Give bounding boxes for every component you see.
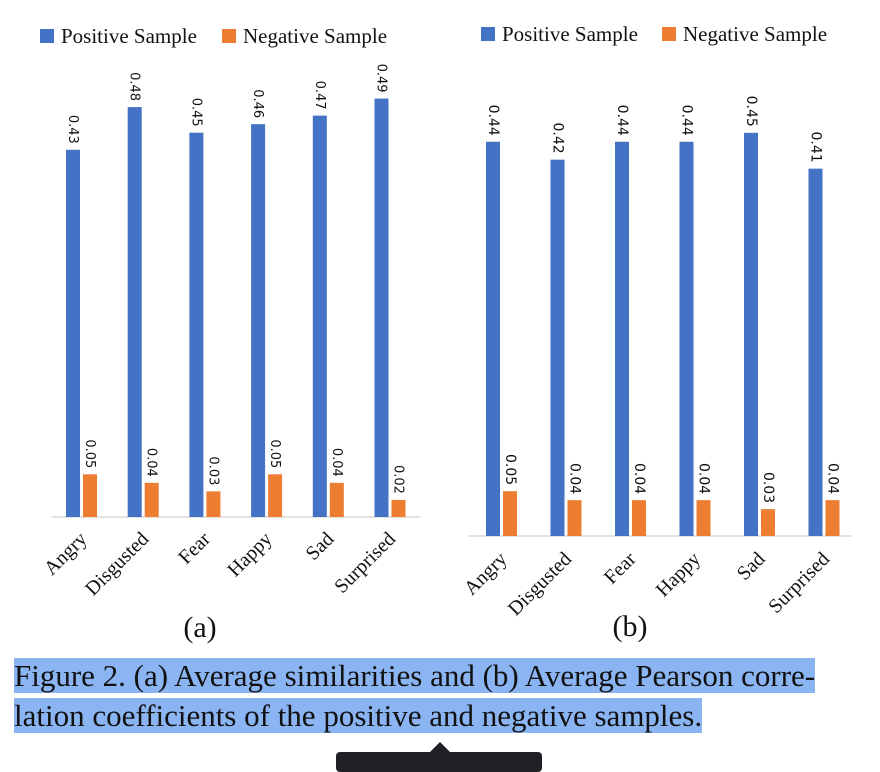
- chart-1-bar-negative-disgusted: [567, 500, 582, 536]
- caption-line-2: lation coefficients of the positive and …: [14, 698, 703, 733]
- chart-1-bar-positive-disgusted: [550, 159, 565, 536]
- chart-1-category-label-disgusted: Disgusted: [504, 548, 576, 620]
- chart-0-bar-negative-disgusted: [144, 482, 159, 517]
- chart-0-legend-label-positive: Positive Sample: [61, 24, 197, 48]
- chart-1-data-label-positive-angry: 0.44: [485, 105, 501, 136]
- chart-1-bar-negative-surprised: [825, 500, 840, 536]
- chart-0-data-label-negative-angry: 0.05: [82, 439, 97, 468]
- chart-1-bar-negative-fear: [632, 500, 646, 536]
- chart-1-bar-negative-angry: [503, 491, 517, 536]
- chart-0-data-label-positive-surprised: 0.49: [374, 64, 389, 93]
- chart-1-bar-positive-sad: [744, 132, 758, 537]
- chart-1-data-label-negative-disgusted: 0.04: [567, 463, 583, 494]
- chart-1-data-label-positive-fear: 0.44: [614, 105, 630, 136]
- chart-1-category-label-angry: Angry: [460, 548, 512, 600]
- chart-1-legend-swatch-negative: [662, 27, 676, 41]
- selection-tooltip: [336, 752, 542, 772]
- chart-1-bar-negative-sad: [761, 509, 775, 536]
- chart-0-data-label-negative-happy: 0.05: [267, 439, 282, 468]
- chart-0-legend-label-negative: Negative Sample: [243, 24, 387, 48]
- chart-0-data-label-positive-happy: 0.46: [250, 89, 265, 118]
- chart-0-bar-negative-happy: [268, 474, 283, 517]
- chart-0-category-label-fear: Fear: [174, 528, 215, 569]
- chart-0-data-label-negative-sad: 0.04: [329, 448, 344, 477]
- chart-0-legend-swatch-positive: [40, 29, 54, 43]
- chart-0-panel-label: (a): [183, 611, 216, 644]
- chart-1-data-label-positive-surprised: 0.41: [808, 131, 824, 162]
- chart-0-data-label-positive-sad: 0.47: [312, 81, 327, 110]
- chart-1-data-label-positive-happy: 0.44: [679, 105, 695, 136]
- chart-0-data-label-negative-fear: 0.03: [205, 456, 220, 485]
- chart-1-bar-negative-happy: [696, 500, 711, 536]
- chart-0-data-label-negative-surprised: 0.02: [391, 465, 406, 494]
- tooltip-arrow: [430, 742, 450, 752]
- chart-0-bar-negative-surprised: [391, 499, 406, 517]
- chart-0-bar-negative-sad: [329, 482, 344, 517]
- chart-0-category-label-disgusted: Disgusted: [81, 528, 153, 600]
- chart-0-bar-negative-fear: [206, 491, 221, 517]
- chart-0-legend-swatch-negative: [222, 29, 236, 43]
- chart-1-category-label-happy: Happy: [652, 548, 705, 601]
- chart-1-data-label-negative-fear: 0.04: [631, 463, 647, 494]
- chart-1-bar-positive-happy: [679, 141, 694, 536]
- chart-0-bar-positive-fear: [189, 132, 204, 517]
- chart-1-data-label-negative-angry: 0.05: [502, 454, 518, 485]
- chart-1-legend-label-positive: Positive Sample: [502, 22, 638, 46]
- chart-0-data-label-positive-disgusted: 0.48: [127, 72, 142, 101]
- chart-1-bar-positive-angry: [486, 141, 500, 536]
- chart-0-category-label-surprised: Surprised: [330, 528, 400, 598]
- chart-1-data-label-negative-happy: 0.04: [696, 463, 712, 494]
- chart-1-legend-label-negative: Negative Sample: [683, 22, 827, 46]
- chart-0-bar-positive-disgusted: [127, 107, 142, 517]
- chart-0-bar-positive-angry: [66, 149, 80, 517]
- chart-1-legend-swatch-positive: [481, 27, 495, 41]
- chart-0-data-label-negative-disgusted: 0.04: [144, 448, 159, 477]
- chart-1-bar-positive-fear: [615, 141, 629, 536]
- chart-0-category-label-happy: Happy: [223, 528, 276, 581]
- chart-1-data-label-positive-sad: 0.45: [743, 96, 759, 127]
- chart-1-category-label-fear: Fear: [600, 548, 641, 589]
- chart-1-category-label-sad: Sad: [733, 548, 770, 585]
- chart-0-data-label-positive-fear: 0.45: [188, 98, 203, 127]
- chart-0-bar-negative-angry: [83, 474, 97, 517]
- chart-0-category-label-angry: Angry: [40, 528, 92, 580]
- chart-0-data-label-positive-angry: 0.43: [65, 115, 80, 144]
- caption-line-1: Figure 2. (a) Average similarities and (…: [14, 658, 816, 693]
- chart-0-bar-positive-surprised: [374, 98, 389, 517]
- chart-1-data-label-negative-sad: 0.03: [760, 472, 776, 503]
- chart-0-category-label-sad: Sad: [302, 528, 339, 565]
- chart-1-data-label-positive-disgusted: 0.42: [550, 123, 566, 154]
- chart-1-data-label-negative-surprised: 0.04: [825, 463, 841, 494]
- chart-0-bar-positive-happy: [251, 124, 266, 517]
- figure-caption: Figure 2. (a) Average similarities and (…: [14, 656, 874, 736]
- chart-1-category-label-surprised: Surprised: [764, 548, 834, 618]
- chart-0-bar-positive-sad: [312, 115, 327, 518]
- chart-1-bar-positive-surprised: [808, 168, 823, 536]
- chart-1-panel-label: (b): [613, 610, 648, 643]
